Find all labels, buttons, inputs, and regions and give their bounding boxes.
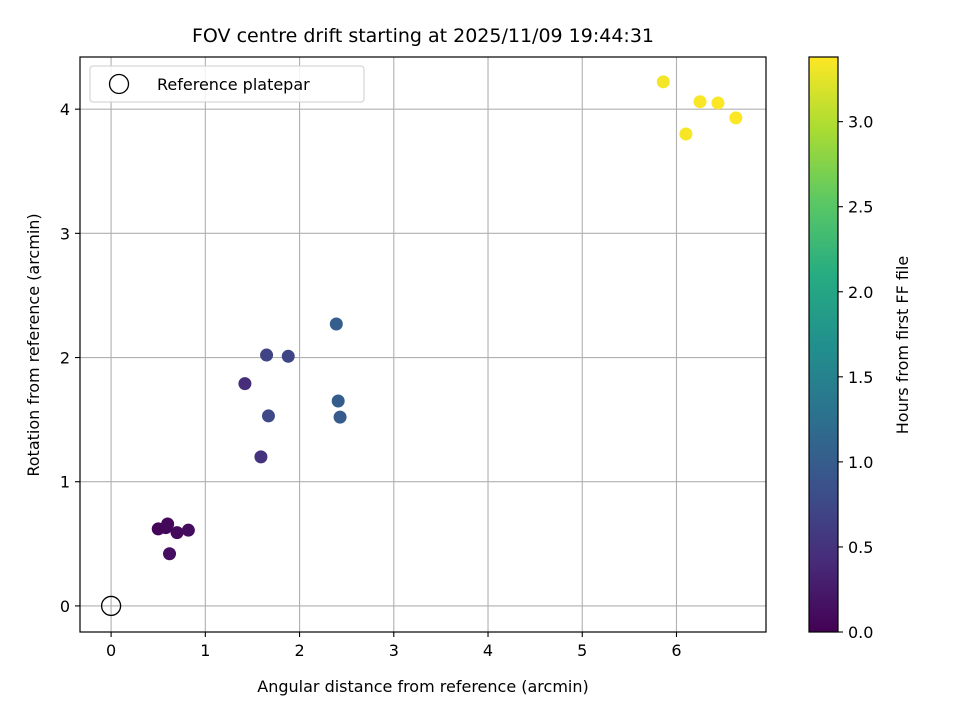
x-tick-label: 0 [106, 641, 116, 660]
grid [80, 57, 766, 632]
x-tick-label: 6 [671, 641, 681, 660]
data-point [181, 523, 195, 537]
x-tick-label: 4 [483, 641, 493, 660]
colorbar: 0.0 0.5 1.0 1.5 2.0 2.5 3.0 Hours from first F… [808, 56, 912, 642]
x-axis-ticks: 0 1 2 3 4 5 6 [106, 632, 682, 660]
colorbar-ticks: 0.0 0.5 1.0 1.5 2.0 2.5 3.0 [838, 113, 873, 642]
data-point [331, 394, 345, 408]
colorbar-tick-label: 2.5 [848, 198, 873, 217]
colorbar-tick-label: 1.5 [848, 368, 873, 387]
data-point [693, 95, 707, 109]
data-point [333, 410, 347, 424]
x-tick-label: 1 [200, 641, 210, 660]
legend-marker-circle-icon [108, 73, 130, 95]
data-point [656, 75, 670, 89]
y-axis-label: Rotation from reference (arcmin) [24, 213, 43, 476]
colorbar-frame [808, 56, 839, 633]
x-tick-label: 3 [389, 641, 399, 660]
data-points [100, 75, 743, 617]
data-point [261, 409, 275, 423]
y-tick-label: 0 [60, 597, 70, 616]
data-point [260, 348, 274, 362]
data-point [729, 111, 743, 125]
plot-frame [79, 56, 767, 633]
colorbar-tick-label: 3.0 [848, 113, 873, 132]
x-axis-label: Angular distance from reference (arcmin) [257, 677, 588, 696]
colorbar-tick-label: 0.0 [848, 623, 873, 642]
x-tick-label: 5 [577, 641, 587, 660]
data-point [254, 450, 268, 464]
y-tick-label: 3 [60, 224, 70, 243]
colorbar-tick-label: 0.5 [848, 538, 873, 557]
colorbar-tick-label: 2.0 [848, 283, 873, 302]
y-tick-label: 2 [60, 349, 70, 368]
data-point [711, 96, 725, 110]
colorbar-gradient [809, 57, 838, 632]
chart-title: FOV centre drift starting at 2025/11/09 … [192, 25, 654, 47]
x-tick-label: 2 [294, 641, 304, 660]
colorbar-label: Hours from first FF file [893, 256, 912, 435]
data-point [238, 377, 252, 391]
data-point [170, 526, 184, 540]
data-point [163, 547, 177, 561]
legend: Reference platepar [89, 65, 365, 103]
reference-platepar-point [100, 595, 122, 617]
data-point [329, 317, 343, 331]
colorbar-tick-label: 1.0 [848, 453, 873, 472]
y-tick-label: 1 [60, 473, 70, 492]
y-tick-label: 4 [60, 100, 70, 119]
data-point [679, 127, 693, 141]
data-point [281, 349, 295, 363]
data-point [161, 517, 175, 531]
legend-box [89, 65, 365, 103]
legend-label: Reference platepar [157, 75, 310, 94]
y-axis-ticks: 0 1 2 3 4 [60, 100, 80, 616]
